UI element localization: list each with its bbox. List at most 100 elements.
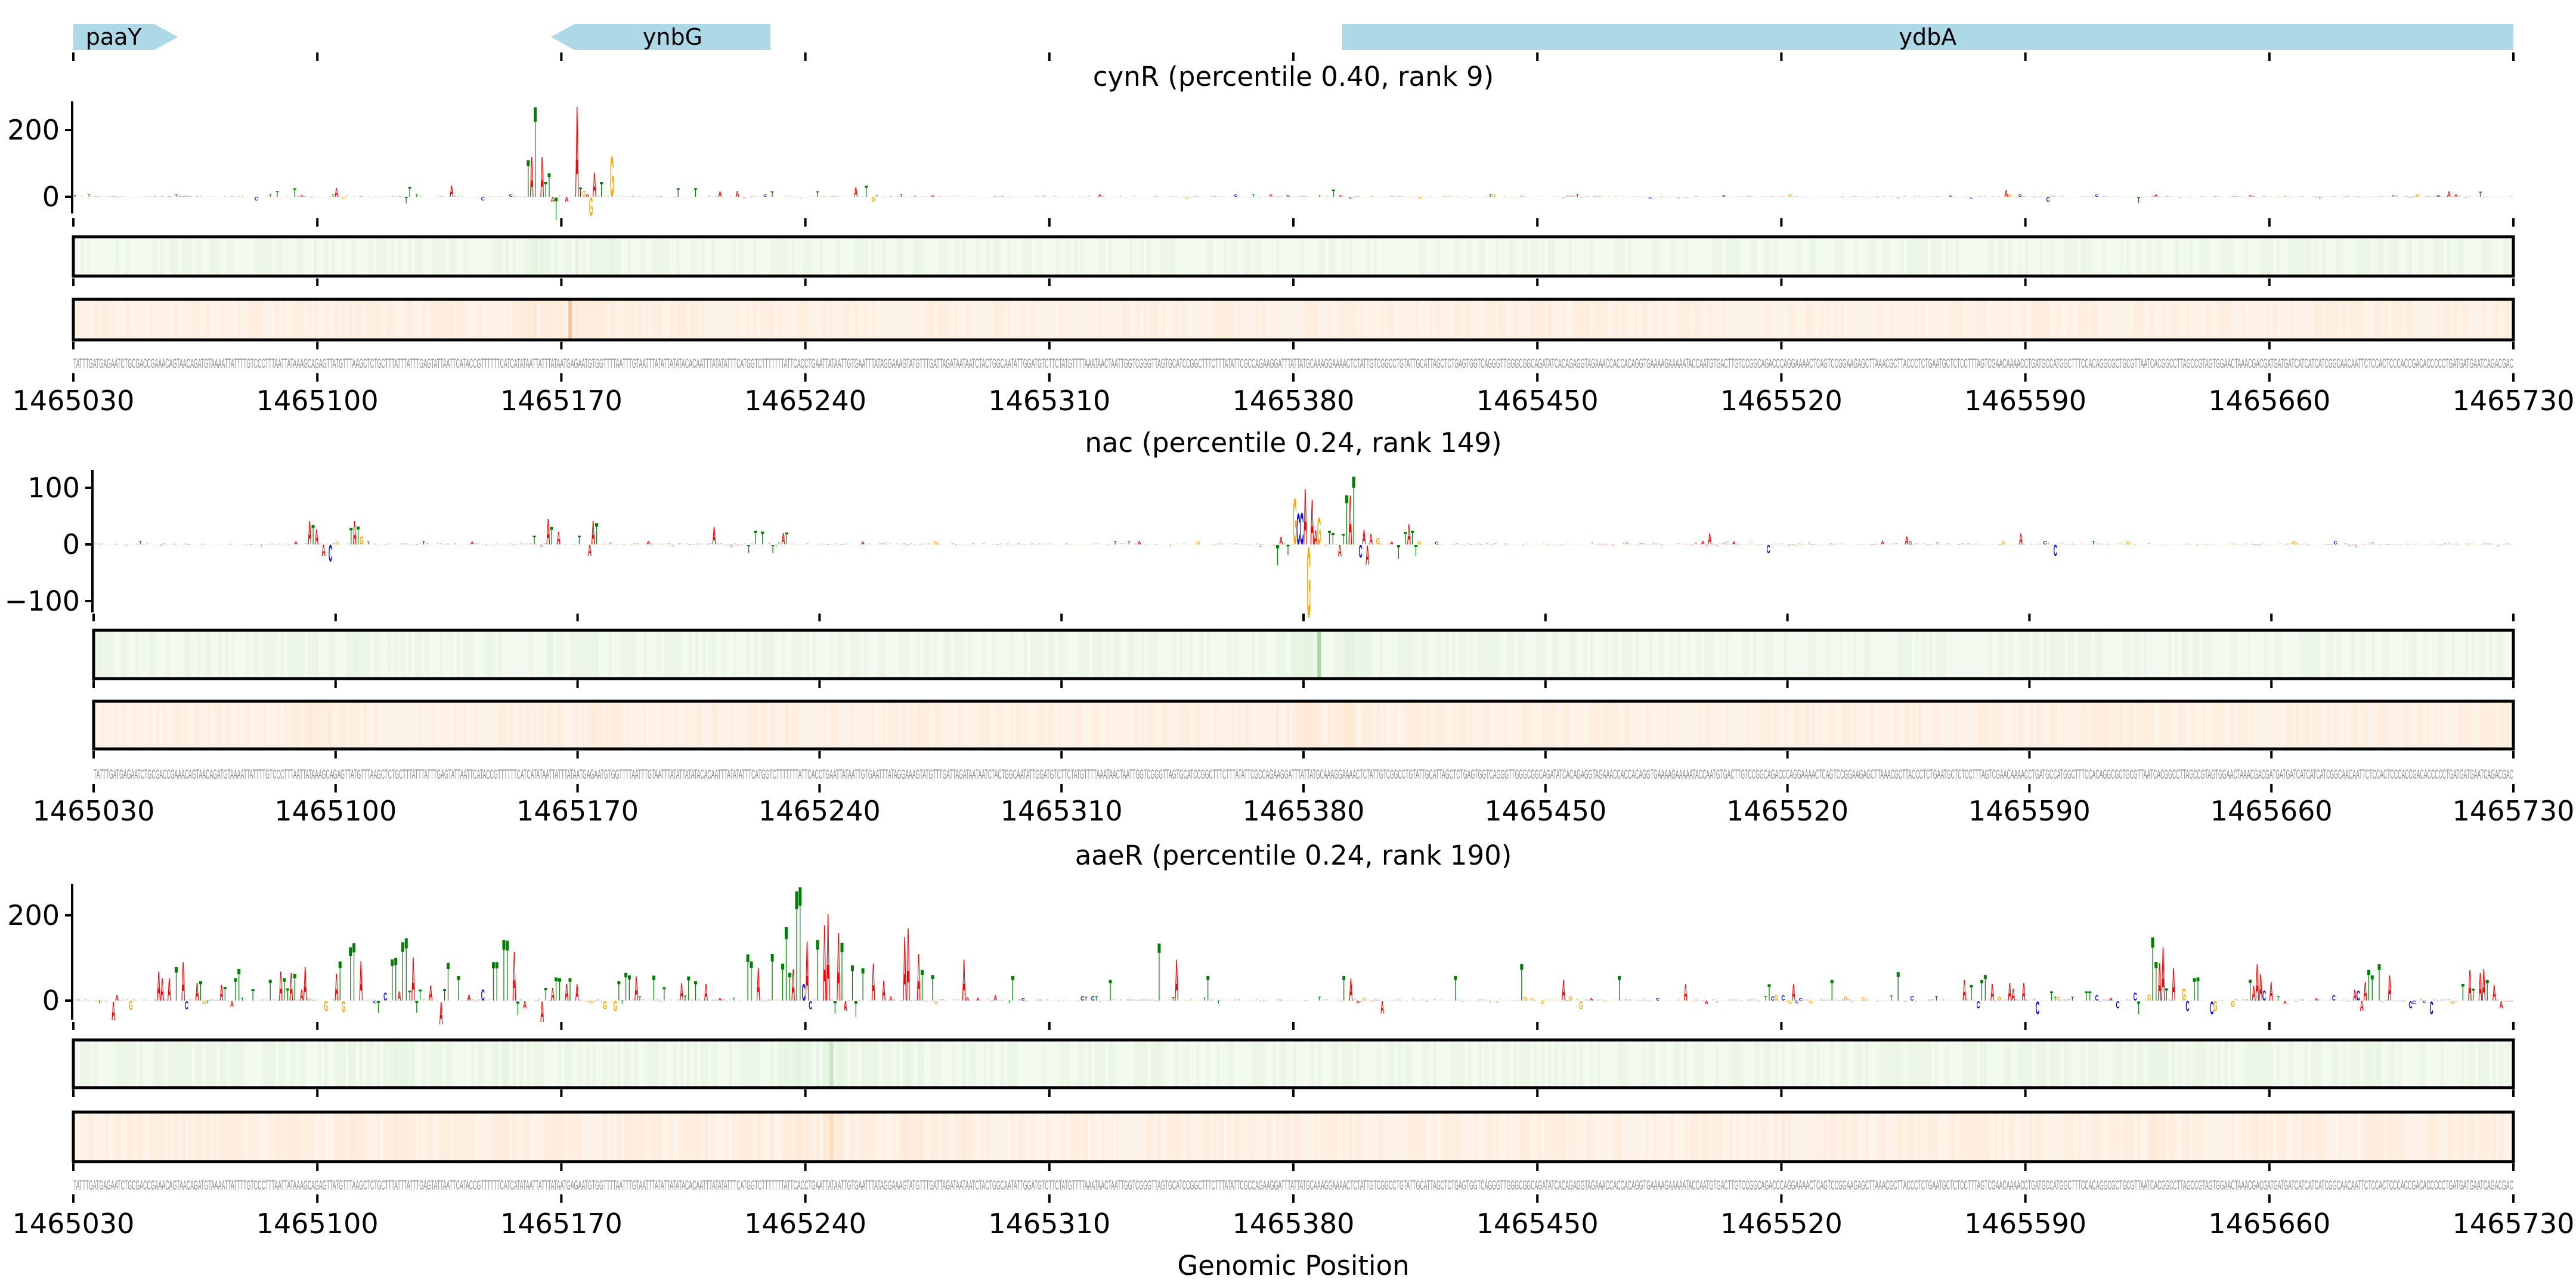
orange-heatmap-cell bbox=[194, 701, 197, 749]
orange-heatmap-cell bbox=[1283, 1112, 1287, 1162]
green-heatmap-cell bbox=[599, 237, 603, 276]
logo-letter-T: T bbox=[670, 999, 673, 1001]
logo-letter-T: T bbox=[917, 544, 920, 545]
orange-heatmap-cell bbox=[150, 299, 154, 340]
orange-heatmap-cell bbox=[1844, 1112, 1848, 1162]
logo-letter-T: T bbox=[1476, 544, 1480, 545]
logo-letter-C: C bbox=[1851, 196, 1855, 197]
logo-letter-G: G bbox=[1861, 996, 1865, 1002]
green-heatmap-cell bbox=[237, 1040, 241, 1088]
logo-letter-C: C bbox=[1023, 544, 1027, 545]
logo-letter-A: A bbox=[1572, 196, 1577, 197]
green-heatmap-cell bbox=[1011, 1040, 1015, 1088]
orange-heatmap-cell bbox=[547, 299, 551, 340]
green-heatmap-cell bbox=[1739, 1040, 1744, 1088]
orange-heatmap-cell bbox=[348, 1112, 352, 1162]
orange-heatmap-cell bbox=[197, 701, 201, 749]
green-heatmap-cell bbox=[87, 1040, 91, 1088]
logo-letter-T: T bbox=[562, 196, 565, 197]
x-tick-label: 1465310 bbox=[988, 385, 1110, 417]
orange-heatmap-cell bbox=[1234, 1112, 1238, 1162]
green-heatmap-cell bbox=[704, 1040, 708, 1088]
green-heatmap-cell bbox=[920, 1040, 924, 1088]
logo-letter-A: A bbox=[1126, 999, 1130, 1001]
green-heatmap-cell bbox=[1262, 630, 1266, 679]
green-heatmap-cell bbox=[2259, 237, 2263, 276]
logo-letter-T: T bbox=[1342, 969, 1345, 1009]
orange-heatmap-cell bbox=[1608, 701, 1611, 749]
logo-letter-T: T bbox=[227, 1001, 230, 1002]
logo-letter-G: G bbox=[363, 1001, 367, 1002]
logo-letter-A: A bbox=[2231, 196, 2235, 197]
green-heatmap-cell bbox=[1398, 1040, 1402, 1088]
logo-letter-T: T bbox=[781, 952, 784, 1012]
orange-heatmap-cell bbox=[1063, 1112, 1067, 1162]
logo-letter-T: T bbox=[2213, 544, 2216, 545]
logo-letter-C: C bbox=[2437, 544, 2441, 546]
logo-letter-A: A bbox=[742, 1000, 747, 1001]
logo-letter-C: C bbox=[2423, 544, 2428, 545]
logo-letter-T: T bbox=[798, 852, 801, 1036]
green-heatmap-cell bbox=[1258, 237, 1262, 276]
orange-heatmap-cell bbox=[1171, 1112, 1175, 1162]
logo-letter-G: G bbox=[101, 1001, 105, 1002]
orange-heatmap-cell bbox=[1521, 701, 1525, 749]
orange-heatmap-cell bbox=[965, 299, 970, 340]
green-heatmap-cell bbox=[1196, 1040, 1200, 1088]
green-heatmap-cell bbox=[2057, 630, 2061, 679]
orange-heatmap-cell bbox=[1404, 701, 1407, 749]
logo-letter-A: A bbox=[1900, 1000, 1904, 1001]
orange-heatmap-cell bbox=[1453, 1112, 1457, 1162]
logo-letter-T: T bbox=[439, 543, 442, 545]
logo-letter-T: T bbox=[579, 1000, 583, 1001]
orange-heatmap-cell bbox=[1624, 299, 1628, 340]
green-heatmap-cell bbox=[1555, 1040, 1559, 1088]
logo-letter-G: G bbox=[2002, 540, 2006, 546]
logo-letter-C: C bbox=[2168, 999, 2172, 1001]
logo-letter-T: T bbox=[1984, 968, 1987, 1009]
logo-letter-T: T bbox=[175, 193, 178, 197]
green-heatmap-cell bbox=[2482, 237, 2486, 276]
green-heatmap-cell bbox=[1649, 630, 1653, 679]
logo-letter-C: C bbox=[2333, 540, 2337, 546]
green-heatmap-cell bbox=[992, 630, 996, 679]
logo-letter-T: T bbox=[678, 543, 681, 545]
logo-letter-T: T bbox=[1069, 544, 1072, 546]
green-heatmap-cell bbox=[962, 1040, 966, 1088]
orange-heatmap-cell bbox=[1934, 1112, 1939, 1162]
orange-heatmap-cell bbox=[2262, 1112, 2266, 1162]
orange-heatmap-cell bbox=[1443, 1112, 1447, 1162]
green-heatmap-cell bbox=[254, 237, 258, 276]
logo-letter-C: C bbox=[1035, 999, 1039, 1001]
orange-heatmap-cell bbox=[298, 701, 301, 749]
orange-heatmap-cell bbox=[1970, 1112, 1973, 1162]
green-heatmap-cell bbox=[1921, 1040, 1925, 1088]
dna-sequence: TATTTGATGAGAATCTGCGACCGAAACAGTAACAGATGTA… bbox=[73, 356, 2513, 371]
orange-heatmap-cell bbox=[603, 1112, 607, 1162]
green-heatmap-cell bbox=[1809, 237, 1813, 276]
orange-heatmap-cell bbox=[2304, 1112, 2308, 1162]
logo-letter-T: T bbox=[2479, 191, 2482, 199]
green-heatmap-cell bbox=[816, 1040, 819, 1088]
logo-letter-T: T bbox=[578, 534, 581, 548]
orange-heatmap-cell bbox=[1562, 701, 1566, 749]
logo-letter-T: T bbox=[474, 543, 477, 545]
orange-heatmap-cell bbox=[2168, 701, 2172, 749]
orange-heatmap-cell bbox=[131, 701, 135, 749]
logo-letter-T: T bbox=[1433, 999, 1436, 1002]
green-heatmap-cell bbox=[1635, 630, 1639, 679]
logo-letter-A: A bbox=[1352, 197, 1357, 198]
green-heatmap-cell bbox=[2385, 630, 2389, 679]
logo-letter-A: A bbox=[1735, 543, 1739, 544]
logo-letter-G: G bbox=[1182, 999, 1186, 1001]
green-heatmap-cell bbox=[2157, 237, 2162, 276]
orange-heatmap-cell bbox=[1432, 1112, 1436, 1162]
green-heatmap-cell bbox=[1140, 1040, 1144, 1088]
logo-letter-G: G bbox=[934, 196, 939, 197]
green-heatmap-cell bbox=[1854, 1040, 1859, 1088]
orange-heatmap-cell bbox=[1237, 1112, 1241, 1162]
green-heatmap-cell bbox=[376, 1040, 380, 1088]
logo-letter-A: A bbox=[634, 196, 639, 197]
orange-heatmap-cell bbox=[1296, 701, 1301, 749]
logo-letter-A: A bbox=[474, 196, 478, 197]
